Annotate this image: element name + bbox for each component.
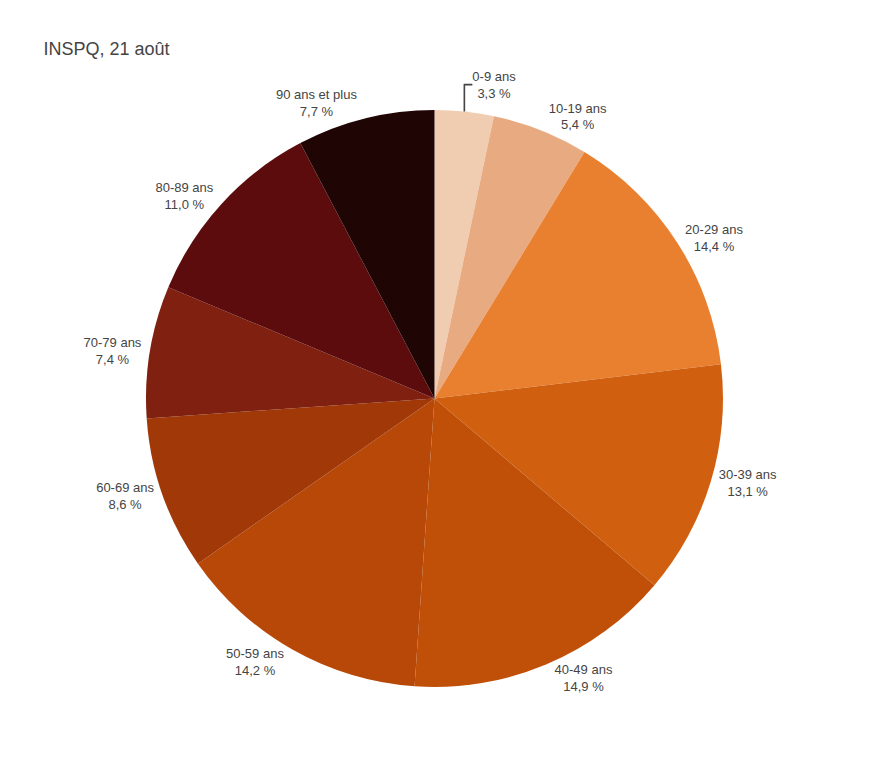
svg-text:0-9 ans3,3 %: 0-9 ans3,3 % <box>472 69 516 101</box>
svg-text:50-59 ans14,2 %: 50-59 ans14,2 % <box>226 646 284 678</box>
svg-text:10-19 ans5,4 %: 10-19 ans5,4 % <box>549 101 607 133</box>
svg-text:70-79 ans7,4 %: 70-79 ans7,4 % <box>84 335 142 367</box>
svg-text:40-49 ans14,9 %: 40-49 ans14,9 % <box>555 662 613 694</box>
svg-text:20-29 ans14,4 %: 20-29 ans14,4 % <box>685 222 743 254</box>
svg-text:80-89 ans11,0 %: 80-89 ans11,0 % <box>155 180 213 212</box>
svg-text:90 ans et plus7,7 %: 90 ans et plus7,7 % <box>276 87 357 119</box>
svg-text:30-39 ans13,1 %: 30-39 ans13,1 % <box>719 467 777 499</box>
svg-text:INSPQ, 21 août: INSPQ, 21 août <box>43 39 169 59</box>
svg-text:60-69 ans8,6 %: 60-69 ans8,6 % <box>96 480 154 512</box>
